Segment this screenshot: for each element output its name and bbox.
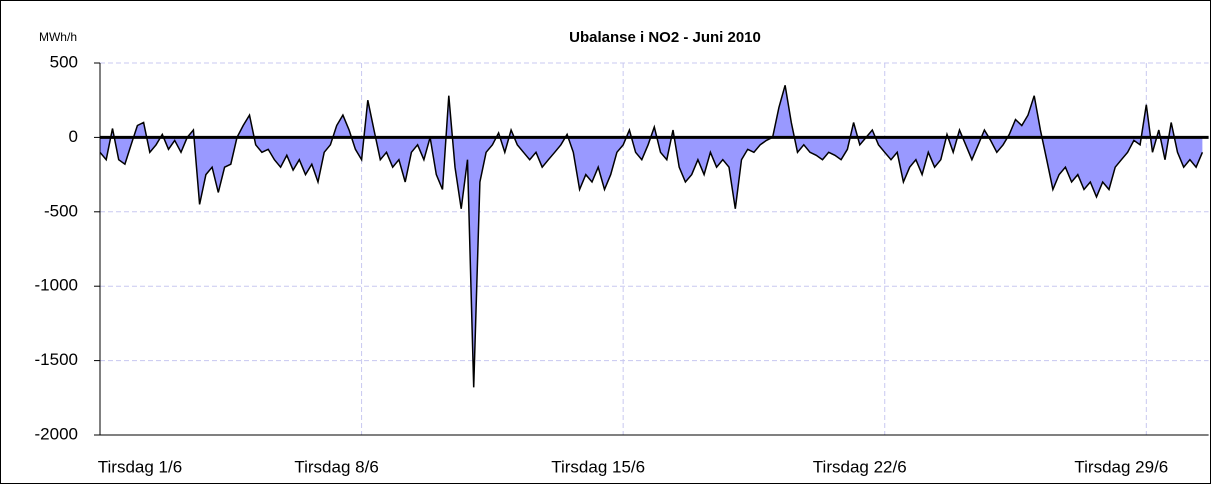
- y-tick-label: 500: [50, 52, 78, 71]
- x-tick-label: Tirsdag 15/6: [551, 457, 645, 476]
- x-tick-label: Tirsdag 8/6: [294, 457, 378, 476]
- line: [99, 85, 1204, 388]
- y-tick-label: 0: [69, 127, 78, 146]
- y-tick-label: -2000: [35, 424, 78, 443]
- chart-title: Ubalanse i NO2 - Juni 2010: [569, 29, 761, 46]
- y-tick-label: -1000: [35, 276, 78, 295]
- y-tick-label: -500: [44, 201, 78, 220]
- x-tick-label: Tirsdag 1/6: [98, 457, 182, 476]
- x-tick-label: Tirsdag 22/6: [813, 457, 907, 476]
- y-axis-label: MWh/h: [39, 30, 77, 44]
- x-tick-label: Tirsdag 29/6: [1074, 457, 1168, 476]
- y-tick-label: -1500: [35, 350, 78, 369]
